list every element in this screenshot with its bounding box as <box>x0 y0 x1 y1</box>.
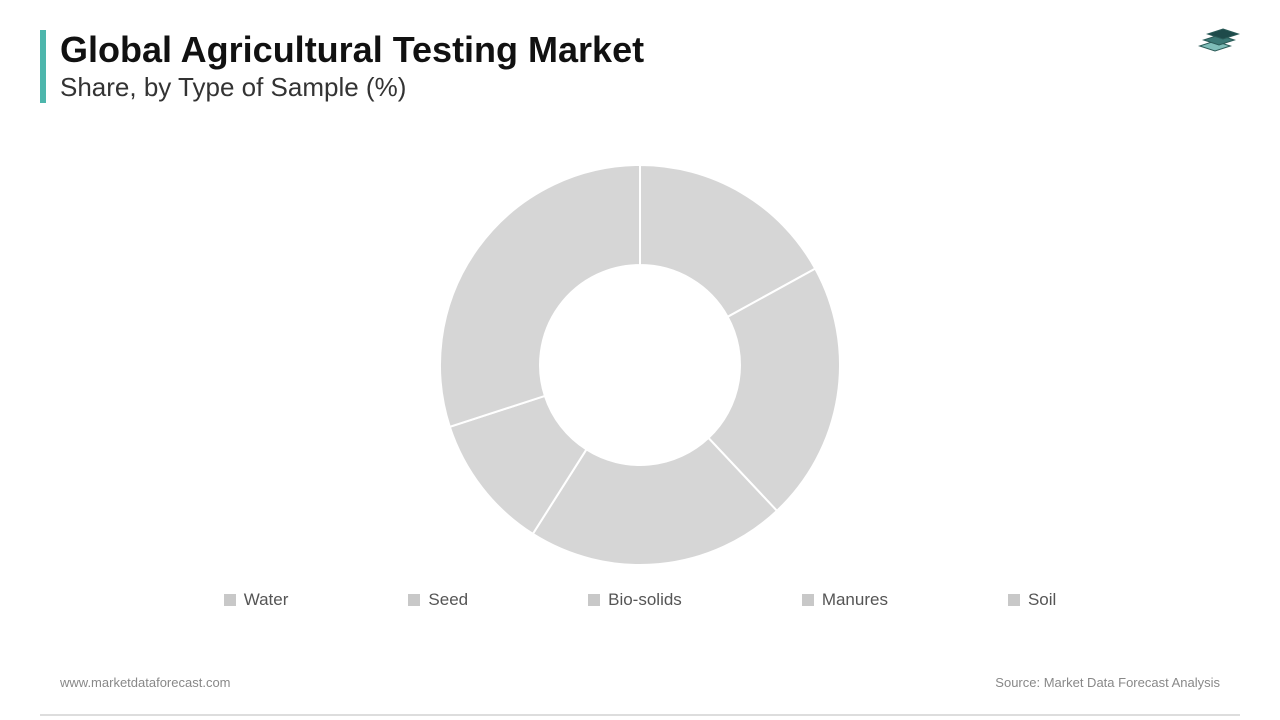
footer-url: www.marketdataforecast.com <box>60 675 231 690</box>
page-title: Global Agricultural Testing Market <box>60 30 644 70</box>
legend-marker-icon <box>802 594 814 606</box>
donut-svg <box>430 155 850 575</box>
legend-item-bio-solids: Bio-solids <box>588 590 682 610</box>
legend-label: Soil <box>1028 590 1056 610</box>
header: Global Agricultural Testing Market Share… <box>40 30 644 103</box>
legend-label: Bio-solids <box>608 590 682 610</box>
brand-logo <box>1192 22 1246 81</box>
legend-label: Manures <box>822 590 888 610</box>
legend-marker-icon <box>224 594 236 606</box>
donut-slice-soil <box>440 165 640 427</box>
legend-marker-icon <box>1008 594 1020 606</box>
legend-marker-icon <box>588 594 600 606</box>
legend-marker-icon <box>408 594 420 606</box>
donut-chart <box>430 155 850 575</box>
accent-bar <box>40 30 46 103</box>
chart-legend: Water Seed Bio-solids Manures Soil <box>0 590 1280 610</box>
title-block: Global Agricultural Testing Market Share… <box>60 30 644 103</box>
legend-label: Seed <box>428 590 468 610</box>
legend-item-soil: Soil <box>1008 590 1056 610</box>
legend-item-water: Water <box>224 590 289 610</box>
legend-item-manures: Manures <box>802 590 888 610</box>
layers-icon <box>1192 22 1246 76</box>
legend-label: Water <box>244 590 289 610</box>
page-subtitle: Share, by Type of Sample (%) <box>60 72 644 103</box>
legend-item-seed: Seed <box>408 590 468 610</box>
footer-source: Source: Market Data Forecast Analysis <box>995 675 1220 690</box>
bottom-divider <box>40 714 1240 716</box>
